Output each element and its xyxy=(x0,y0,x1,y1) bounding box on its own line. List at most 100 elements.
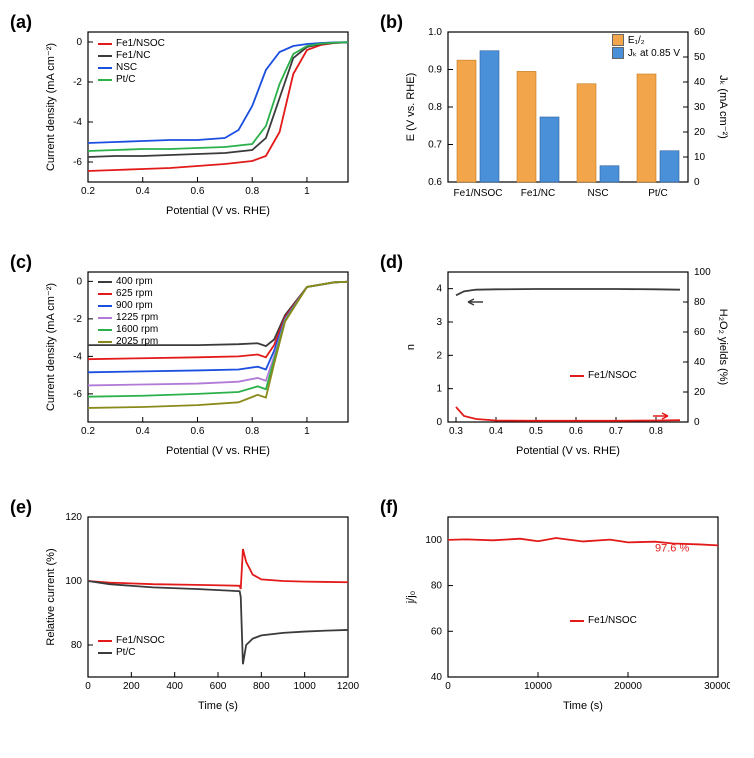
svg-text:20: 20 xyxy=(694,127,706,138)
svg-text:Potential (V vs. RHE): Potential (V vs. RHE) xyxy=(166,205,270,217)
panel-e: 020040060080010001200Time (s)80100120Rel… xyxy=(40,505,360,715)
panel-f-label: (f) xyxy=(380,497,398,518)
svg-text:0.8: 0.8 xyxy=(245,186,259,197)
panel-c: 0.20.40.60.81Potential (V vs. RHE)-6-4-2… xyxy=(40,260,360,460)
svg-text:100: 100 xyxy=(65,576,82,587)
svg-text:600: 600 xyxy=(210,681,227,692)
svg-text:30000: 30000 xyxy=(704,681,730,692)
svg-text:10000: 10000 xyxy=(524,681,552,692)
svg-text:1.0: 1.0 xyxy=(428,27,442,38)
svg-text:-4: -4 xyxy=(73,117,82,128)
panel-a-label: (a) xyxy=(10,12,32,33)
svg-text:20000: 20000 xyxy=(614,681,642,692)
svg-text:4: 4 xyxy=(436,284,442,295)
svg-text:0.2: 0.2 xyxy=(81,426,95,437)
svg-text:Fe1/NC: Fe1/NC xyxy=(521,188,555,199)
svg-text:0.4: 0.4 xyxy=(489,426,503,437)
svg-text:1000: 1000 xyxy=(294,681,317,692)
svg-text:60: 60 xyxy=(431,626,443,637)
svg-text:Potential (V vs. RHE): Potential (V vs. RHE) xyxy=(516,445,620,457)
svg-text:Time (s): Time (s) xyxy=(198,700,238,712)
svg-text:40: 40 xyxy=(694,77,706,88)
svg-text:0.7: 0.7 xyxy=(609,426,623,437)
svg-text:120: 120 xyxy=(65,512,82,523)
svg-text:1: 1 xyxy=(436,384,442,395)
svg-text:80: 80 xyxy=(71,640,83,651)
panel-c-label: (c) xyxy=(10,252,32,273)
svg-text:0: 0 xyxy=(445,681,451,692)
legend-c: 400 rpm625 rpm900 rpm1225 rpm1600 rpm202… xyxy=(98,276,158,348)
chart-b: 0.60.70.80.91.0E (V vs. RHE)010203040506… xyxy=(400,20,730,220)
svg-text:60: 60 xyxy=(694,327,706,338)
svg-text:Current density (mA cm⁻²): Current density (mA cm⁻²) xyxy=(45,283,57,411)
svg-text:-2: -2 xyxy=(73,314,82,325)
svg-text:2: 2 xyxy=(436,350,442,361)
svg-text:0.5: 0.5 xyxy=(529,426,543,437)
svg-text:0.4: 0.4 xyxy=(136,426,150,437)
svg-text:0: 0 xyxy=(85,681,91,692)
svg-text:-6: -6 xyxy=(73,157,82,168)
svg-text:0.6: 0.6 xyxy=(191,426,205,437)
svg-text:0: 0 xyxy=(436,417,442,428)
legend-d: Fe1/NSOC xyxy=(570,370,637,382)
svg-text:0.8: 0.8 xyxy=(428,102,442,113)
svg-text:60: 60 xyxy=(694,27,706,38)
panel-b: 0.60.70.80.91.0E (V vs. RHE)010203040506… xyxy=(400,20,730,220)
svg-text:Current density (mA cm⁻²): Current density (mA cm⁻²) xyxy=(45,43,57,171)
legend-e: Fe1/NSOCPt/C xyxy=(98,635,165,659)
panel-e-label: (e) xyxy=(10,497,32,518)
svg-text:NSC: NSC xyxy=(587,188,608,199)
svg-text:Fe1/NSOC: Fe1/NSOC xyxy=(454,188,503,199)
svg-text:0.9: 0.9 xyxy=(428,65,442,76)
svg-text:0.4: 0.4 xyxy=(136,186,150,197)
svg-text:400: 400 xyxy=(166,681,183,692)
svg-text:40: 40 xyxy=(431,672,443,683)
svg-text:E (V vs. RHE): E (V vs. RHE) xyxy=(405,73,417,141)
chart-e: 020040060080010001200Time (s)80100120Rel… xyxy=(40,505,360,715)
chart-a: 0.2 0.4 0.6 0.8 1 Potential (V vs. RHE) -6 -4 -2… xyxy=(40,20,360,220)
svg-text:0.6: 0.6 xyxy=(569,426,583,437)
panel-d: 0.30.40.50.60.70.8Potential (V vs. RHE)0… xyxy=(400,260,730,460)
svg-text:0.6: 0.6 xyxy=(428,177,442,188)
svg-text:Potential (V vs. RHE): Potential (V vs. RHE) xyxy=(166,445,270,457)
legend-a: Fe1/NSOCFe1/NCNSCPt/C xyxy=(98,38,165,86)
svg-text:0.6: 0.6 xyxy=(191,186,205,197)
svg-text:200: 200 xyxy=(123,681,140,692)
svg-text:0.8: 0.8 xyxy=(649,426,663,437)
svg-text:0: 0 xyxy=(76,37,82,48)
chart-f: 0100002000030000Time (s)406080100j/j₀97.… xyxy=(400,505,730,715)
svg-text:10: 10 xyxy=(694,152,706,163)
svg-text:-2: -2 xyxy=(73,77,82,88)
svg-text:40: 40 xyxy=(694,357,706,368)
svg-text:1: 1 xyxy=(304,426,310,437)
panel-a: 0.2 0.4 0.6 0.8 1 Potential (V vs. RHE) -6 -4 -2… xyxy=(40,20,360,220)
svg-text:30: 30 xyxy=(694,102,706,113)
svg-text:Time (s): Time (s) xyxy=(563,700,603,712)
panel-f: 0100002000030000Time (s)406080100j/j₀97.… xyxy=(400,505,730,715)
figure-root: { "panels": { "a": { "label": "(a)", "xa… xyxy=(0,0,754,758)
svg-text:100: 100 xyxy=(425,535,442,546)
svg-text:100: 100 xyxy=(694,267,711,278)
svg-text:80: 80 xyxy=(431,581,443,592)
svg-text:H₂O₂ yields (%): H₂O₂ yields (%) xyxy=(717,309,729,385)
svg-text:0: 0 xyxy=(694,417,700,428)
svg-text:0.2: 0.2 xyxy=(81,186,95,197)
svg-text:0: 0 xyxy=(76,276,82,287)
svg-text:800: 800 xyxy=(253,681,270,692)
svg-text:0.8: 0.8 xyxy=(245,426,259,437)
svg-text:0.7: 0.7 xyxy=(428,140,442,151)
svg-text:j/j₀: j/j₀ xyxy=(405,591,417,605)
chart-d: 0.30.40.50.60.70.8Potential (V vs. RHE)0… xyxy=(400,260,730,460)
svg-text:80: 80 xyxy=(694,297,706,308)
svg-text:Jₖ (mA cm⁻²): Jₖ (mA cm⁻²) xyxy=(717,75,729,139)
chart-c: 0.20.40.60.81Potential (V vs. RHE)-6-4-2… xyxy=(40,260,360,460)
svg-text:1: 1 xyxy=(304,186,310,197)
svg-text:0: 0 xyxy=(694,177,700,188)
svg-text:-6: -6 xyxy=(73,389,82,400)
svg-text:n: n xyxy=(405,344,417,350)
legend-f: Fe1/NSOC xyxy=(570,615,637,627)
svg-text:20: 20 xyxy=(694,387,706,398)
svg-text:Pt/C: Pt/C xyxy=(648,188,667,199)
svg-text:Relative current (%): Relative current (%) xyxy=(45,548,57,645)
svg-text:3: 3 xyxy=(436,317,442,328)
